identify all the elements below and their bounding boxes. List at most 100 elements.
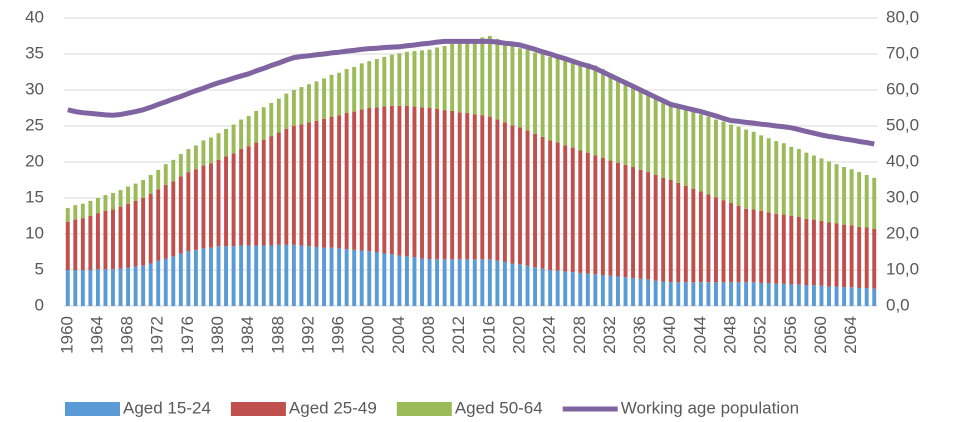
- bar-segment: [827, 161, 831, 223]
- bar-segment: [133, 200, 138, 267]
- bar-segment: [269, 102, 274, 137]
- bar-segment: [789, 284, 794, 306]
- bar-segment: [676, 106, 681, 183]
- x-tick-label: 2024: [540, 316, 559, 354]
- bar-segment: [284, 128, 289, 245]
- bar-segment: [600, 157, 605, 276]
- bar-segment: [231, 124, 236, 154]
- bar-segment: [427, 108, 432, 260]
- bar-segment: [209, 163, 213, 248]
- bar-segment: [73, 219, 78, 270]
- bar-segment: [382, 253, 387, 306]
- bar-segment: [518, 48, 522, 128]
- bar-segment: [653, 174, 658, 281]
- x-tick-label: 1968: [118, 316, 137, 354]
- bar-segment: [284, 93, 289, 129]
- bar-segment: [721, 200, 726, 283]
- bar-segment: [585, 152, 590, 274]
- x-tick-label: 2000: [359, 316, 378, 354]
- bar-segment: [352, 66, 357, 112]
- bar-segment: [631, 277, 636, 306]
- bar-segment: [608, 160, 613, 276]
- bar-segment: [691, 188, 696, 283]
- bar-segment: [533, 133, 538, 268]
- bar-segment: [88, 216, 93, 270]
- bar-segment: [465, 259, 470, 306]
- bar-segment: [759, 282, 764, 306]
- bar-segment: [864, 288, 869, 306]
- bar-segment: [631, 167, 636, 278]
- bar-segment: [495, 119, 500, 261]
- bar-segment: [616, 276, 620, 306]
- bar-segment: [404, 105, 409, 257]
- bar-segment: [246, 115, 251, 147]
- bar-segment: [329, 116, 334, 248]
- y2-tick-label: 60,0: [886, 79, 919, 98]
- y-tick-label: 40: [25, 7, 44, 26]
- bar-segment: [540, 136, 545, 269]
- bar-segment: [548, 140, 553, 270]
- bar-segment: [849, 169, 854, 226]
- x-tick-label: 2012: [449, 316, 468, 354]
- bar-segment: [713, 197, 718, 283]
- bar-segment: [442, 259, 447, 306]
- bar-segment: [872, 228, 877, 289]
- bar-segment: [397, 53, 402, 106]
- bar-segment: [420, 50, 424, 108]
- bar-segment: [661, 281, 666, 306]
- bar-segment: [721, 282, 726, 306]
- bar-segment: [661, 177, 666, 282]
- bar-segment: [616, 162, 620, 277]
- bar-segment: [872, 288, 877, 306]
- bar-segment: [299, 245, 304, 306]
- bar-segment: [472, 259, 477, 306]
- bar-segment: [344, 249, 349, 306]
- x-tick-label: 1976: [178, 316, 197, 354]
- bar-segment: [834, 164, 839, 224]
- bar-segment: [111, 192, 115, 210]
- bar-segment: [337, 115, 342, 249]
- bar-segment: [713, 119, 718, 198]
- bar-segment: [95, 198, 100, 214]
- bar-segment: [789, 216, 794, 285]
- bar-segment: [118, 268, 123, 306]
- bar-segment: [95, 213, 100, 270]
- bar-segment: [450, 43, 455, 111]
- x-tick-label: 2036: [630, 316, 649, 354]
- y-tick-label: 30: [25, 79, 44, 98]
- y-tick-label: 35: [25, 43, 44, 62]
- x-tick-label: 1992: [298, 316, 317, 354]
- bar-segment: [397, 255, 402, 306]
- bar-segment: [261, 139, 266, 246]
- x-tick-label: 1996: [329, 316, 348, 354]
- bar-segment: [314, 120, 319, 247]
- y-tick-label: 0: [35, 295, 44, 314]
- bar-segment: [306, 84, 311, 123]
- bar-segment: [163, 258, 168, 306]
- y2-tick-label: 50,0: [886, 115, 919, 134]
- bar-segment: [133, 266, 138, 306]
- bar-segment: [224, 156, 229, 247]
- bar-segment: [480, 259, 485, 306]
- bar-segment: [412, 51, 417, 107]
- bar-segment: [661, 100, 666, 178]
- bar-segment: [638, 88, 643, 170]
- bar-segment: [570, 147, 575, 273]
- bar-segment: [472, 39, 477, 115]
- bar-segment: [344, 113, 349, 250]
- bar-segment: [834, 286, 839, 306]
- bar-segment: [578, 150, 583, 273]
- x-tick-label: 2044: [690, 316, 709, 354]
- x-tick-label: 2060: [811, 316, 830, 354]
- bar-segment: [126, 186, 131, 204]
- bar-segment: [487, 116, 492, 260]
- x-tick-label: 2028: [570, 316, 589, 354]
- bar-segment: [344, 69, 349, 114]
- x-tick-label: 1964: [87, 316, 106, 354]
- bar-segment: [819, 285, 824, 306]
- bar-segment: [442, 110, 447, 260]
- bar-segment: [141, 265, 146, 306]
- bar-segment: [367, 108, 372, 252]
- bar-segment: [216, 246, 221, 306]
- bar-segment: [623, 80, 628, 165]
